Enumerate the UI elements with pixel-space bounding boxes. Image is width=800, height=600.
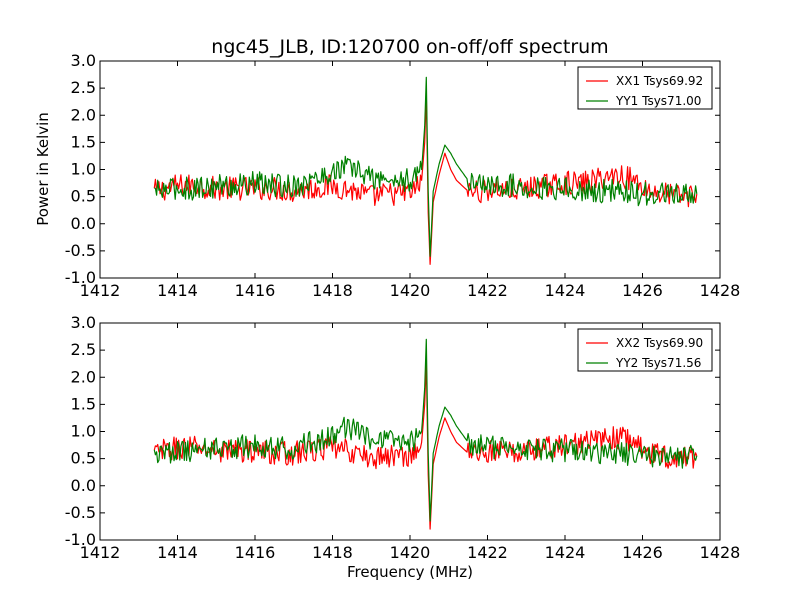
- x-tick-label: 1422: [467, 281, 508, 300]
- legend-label: YY2 Tsys71.56: [615, 356, 701, 370]
- legend-label: XX1 Tsys69.92: [616, 74, 703, 88]
- x-tick-label: 1416: [235, 543, 276, 562]
- x-axis-label: Frequency (MHz): [347, 563, 473, 581]
- legend: XX2 Tsys69.90 YY2 Tsys71.56: [577, 328, 713, 372]
- y-tick-label: 2.0: [71, 105, 96, 124]
- y-tick-label: 1.0: [71, 422, 96, 441]
- y-tick-label: 1.0: [71, 160, 96, 179]
- top-spectrum-panel: 1412 1414 1416 1418 1420 1422 1424 1426 1428 -1.0…: [65, 51, 741, 300]
- series-lines: [153, 76, 698, 265]
- y-tick-label: 0.0: [71, 476, 96, 495]
- x-tick-label: 1412: [80, 281, 121, 300]
- y-tick-label: 0.5: [71, 449, 96, 468]
- y-tick-label: -0.5: [65, 503, 96, 522]
- y-tick-label: 1.5: [71, 132, 96, 151]
- series-line-yy: [154, 76, 698, 257]
- x-tick-label: 1418: [312, 543, 353, 562]
- y-tick-label: 2.5: [71, 78, 96, 97]
- series-line-yy: [153, 338, 698, 522]
- x-tick-label: 1426: [622, 543, 663, 562]
- legend-box: [577, 328, 713, 372]
- y-tick-label: 3.0: [71, 313, 96, 332]
- y-tick-label: -1.0: [65, 268, 96, 287]
- y-tick-label: 1.5: [71, 394, 96, 413]
- x-tick-label: 1428: [700, 543, 741, 562]
- legend-box: [577, 66, 713, 110]
- x-tick-label: 1428: [700, 281, 741, 300]
- y-tick-label: 3.0: [71, 51, 96, 70]
- y-tick-label: 2.5: [71, 340, 96, 359]
- x-tick-label: 1426: [622, 281, 663, 300]
- x-tick-label: 1422: [467, 543, 508, 562]
- bottom-spectrum-panel: 1412 1414 1416 1418 1420 1422 1424 1426 1428 -1.0…: [65, 313, 741, 562]
- y-tick-label: 0.5: [71, 187, 96, 206]
- x-tick-label: 1420: [390, 543, 431, 562]
- x-tick-label: 1414: [157, 281, 198, 300]
- x-tick-label: 1420: [390, 281, 431, 300]
- y-tick-label: -0.5: [65, 241, 96, 260]
- y-tick-label: -1.0: [65, 530, 96, 549]
- series-lines: [153, 338, 698, 530]
- y-tick-label: 2.0: [71, 367, 96, 386]
- x-tick-label: 1418: [312, 281, 353, 300]
- legend-label: YY1 Tsys71.00: [615, 94, 701, 108]
- x-tick-label: 1424: [545, 543, 586, 562]
- legend: XX1 Tsys69.92 YY1 Tsys71.00: [577, 66, 713, 110]
- x-tick-label: 1412: [80, 543, 121, 562]
- x-tick-label: 1424: [545, 281, 586, 300]
- y-axis-label: Power in Kelvin: [34, 112, 52, 226]
- series-line-xx: [153, 360, 698, 530]
- x-tick-label: 1416: [235, 281, 276, 300]
- y-tick-label: 0.0: [71, 214, 96, 233]
- figure-title: ngc45_JLB, ID:120700 on-off/off spectrum: [211, 36, 608, 58]
- x-tick-label: 1414: [157, 543, 198, 562]
- legend-label: XX2 Tsys69.90: [616, 336, 703, 350]
